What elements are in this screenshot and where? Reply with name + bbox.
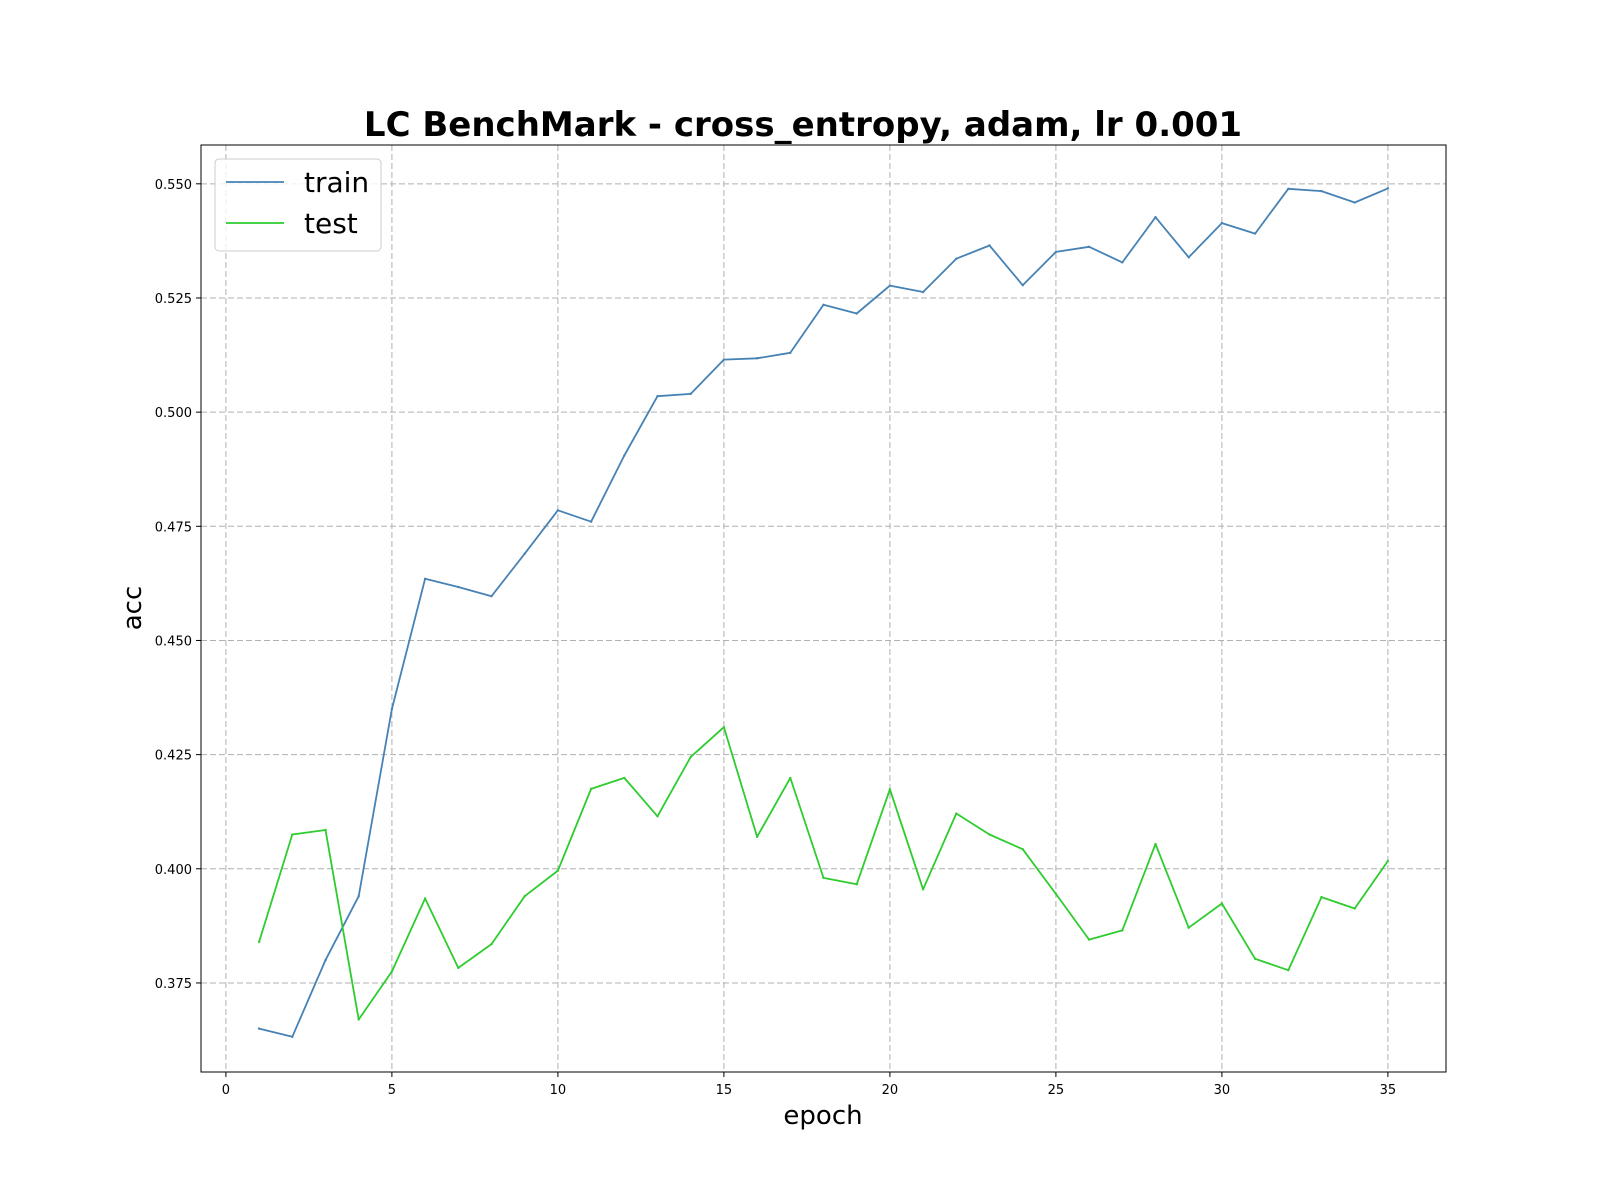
- data-point-test: [1187, 926, 1190, 929]
- data-point-train: [755, 357, 759, 360]
- x-tick-label: 20: [882, 1083, 899, 1098]
- x-tick-label: 0: [222, 1083, 230, 1098]
- data-point-test: [1220, 902, 1224, 905]
- plot-frame: [200, 144, 1447, 1073]
- data-point-train: [324, 958, 327, 962]
- data-point-test: [1253, 957, 1257, 960]
- data-point-train: [1386, 187, 1390, 190]
- data-point-train: [722, 358, 726, 361]
- series-layer: [257, 187, 1390, 1039]
- y-tick-label: 0.550: [155, 178, 192, 193]
- data-point-test: [1154, 842, 1157, 846]
- x-tick-label: 35: [1380, 1083, 1397, 1098]
- data-point-test: [722, 726, 726, 729]
- data-point-train: [556, 509, 560, 512]
- data-point-test: [390, 970, 394, 973]
- data-point-train: [689, 392, 692, 396]
- data-point-test: [291, 833, 294, 836]
- data-point-train: [423, 577, 427, 581]
- data-point-test: [257, 940, 261, 944]
- legend-label-train: train: [304, 166, 369, 199]
- data-point-train: [390, 707, 394, 711]
- data-point-test: [623, 776, 626, 780]
- y-tick-label: 0.375: [155, 977, 192, 992]
- data-point-test: [523, 894, 526, 898]
- data-point-train: [490, 594, 493, 598]
- data-point-train: [789, 351, 792, 354]
- data-point-train: [1287, 187, 1290, 191]
- y-tick-label: 0.525: [155, 292, 192, 307]
- data-point-test: [822, 876, 825, 880]
- data-point-test: [1087, 938, 1091, 941]
- legend: train test: [214, 158, 382, 252]
- data-point-train: [589, 520, 593, 523]
- x-tick-label: 30: [1214, 1083, 1231, 1098]
- x-tick-label: 5: [388, 1083, 396, 1098]
- data-point-train: [1353, 201, 1356, 204]
- data-point-test: [1121, 929, 1124, 932]
- data-point-test: [855, 883, 858, 886]
- data-point-test: [988, 833, 991, 836]
- x-axis-label: epoch: [783, 1101, 862, 1131]
- data-point-train: [921, 290, 925, 294]
- data-point-train: [855, 312, 858, 315]
- chart-title: LC BenchMark - cross_entropy, adam, lr 0…: [364, 105, 1242, 145]
- data-point-train: [988, 244, 991, 247]
- data-point-test: [324, 828, 327, 832]
- data-point-train: [955, 257, 958, 260]
- axis-ticks: 0 5 10 15 20 25 30 35 0.375 0.400 0.425 0.450 0.475 0…: [155, 178, 1396, 1098]
- y-tick-label: 0.425: [155, 749, 192, 764]
- data-point-train: [623, 454, 626, 457]
- series-line-test: [258, 726, 1389, 1021]
- data-point-test: [357, 1018, 360, 1021]
- data-point-train: [523, 552, 526, 555]
- data-point-test: [755, 835, 759, 839]
- data-point-train: [291, 1035, 294, 1039]
- data-point-test: [1320, 895, 1323, 899]
- data-point-train: [888, 284, 892, 287]
- data-point-train: [656, 394, 659, 398]
- legend-label-test: test: [304, 207, 358, 240]
- x-tick-label: 10: [550, 1083, 567, 1098]
- data-point-test: [589, 787, 593, 791]
- data-point-test: [490, 942, 493, 946]
- y-tick-label: 0.400: [155, 863, 192, 878]
- data-point-test: [1386, 859, 1390, 863]
- data-point-test: [955, 812, 958, 815]
- data-point-test: [921, 888, 925, 891]
- data-point-test: [1021, 847, 1024, 851]
- data-point-test: [656, 815, 659, 818]
- data-point-test: [1054, 892, 1058, 896]
- data-point-test: [789, 776, 792, 780]
- data-point-test: [689, 755, 692, 759]
- data-point-train: [357, 894, 360, 898]
- data-point-train: [1220, 221, 1224, 225]
- y-tick-label: 0.500: [155, 406, 192, 421]
- data-point-train: [1320, 189, 1323, 193]
- data-point-train: [1187, 256, 1190, 259]
- series-line-train: [258, 187, 1389, 1038]
- data-point-test: [1287, 968, 1290, 972]
- data-point-train: [822, 303, 825, 307]
- x-tick-label: 25: [1048, 1083, 1065, 1098]
- x-tick-label: 15: [716, 1083, 733, 1098]
- data-point-test: [556, 869, 560, 872]
- data-point-train: [1054, 250, 1058, 254]
- data-point-test: [423, 897, 427, 900]
- grid: [201, 145, 1446, 1072]
- data-point-train: [1253, 232, 1257, 235]
- data-point-test: [888, 788, 892, 791]
- data-point-test: [457, 966, 460, 970]
- data-point-train: [1121, 261, 1124, 264]
- y-tick-label: 0.450: [155, 634, 192, 649]
- data-point-train: [1087, 245, 1091, 249]
- data-point-test: [1353, 907, 1356, 910]
- y-tick-label: 0.475: [155, 520, 192, 535]
- data-point-train: [1021, 283, 1024, 287]
- data-point-train: [257, 1027, 261, 1030]
- data-point-train: [457, 585, 460, 589]
- data-point-train: [1154, 215, 1157, 219]
- y-axis-label: acc: [118, 586, 148, 631]
